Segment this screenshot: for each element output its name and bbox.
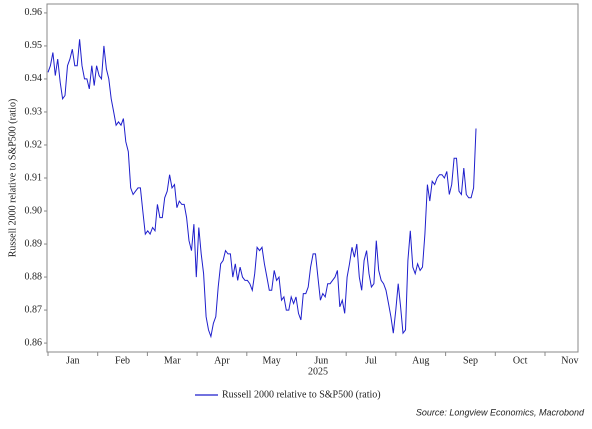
year-label: 2025 xyxy=(308,366,328,377)
y-tick-label: 0.89 xyxy=(25,238,43,249)
y-tick-label: 0.91 xyxy=(25,172,43,183)
legend-label: Russell 2000 relative to S&P500 (ratio) xyxy=(222,389,381,400)
y-tick-label: 0.93 xyxy=(25,106,43,117)
y-tick-label: 0.86 xyxy=(25,337,43,348)
x-tick-label: Apr xyxy=(214,355,230,366)
y-tick-label: 0.95 xyxy=(25,40,43,51)
x-tick-label: Mar xyxy=(164,355,181,366)
x-tick-label: Sep xyxy=(463,355,478,366)
y-tick-label: 0.87 xyxy=(25,304,43,315)
y-tick-label: 0.96 xyxy=(25,7,43,18)
x-tick-label: Nov xyxy=(561,355,578,366)
x-tick-label: Jun xyxy=(314,355,328,366)
y-tick-label: 0.92 xyxy=(25,139,43,150)
x-tick-label: Aug xyxy=(412,355,429,366)
x-tick-label: Oct xyxy=(513,355,528,366)
line-series xyxy=(47,39,477,339)
plot-frame xyxy=(46,3,579,353)
y-tick-label: 0.90 xyxy=(25,205,43,216)
x-tick-label: May xyxy=(262,355,280,366)
y-tick-label: 0.94 xyxy=(25,73,43,84)
x-tick-label: Jul xyxy=(365,355,377,366)
x-tick-label: Feb xyxy=(115,355,130,366)
y-axis-label: Russell 2000 relative to S&P500 (ratio) xyxy=(7,99,18,258)
x-tick-label: Jan xyxy=(66,355,79,366)
y-tick-label: 0.88 xyxy=(25,271,43,282)
source: Source: Longview Economics, Macrobond xyxy=(416,407,585,417)
